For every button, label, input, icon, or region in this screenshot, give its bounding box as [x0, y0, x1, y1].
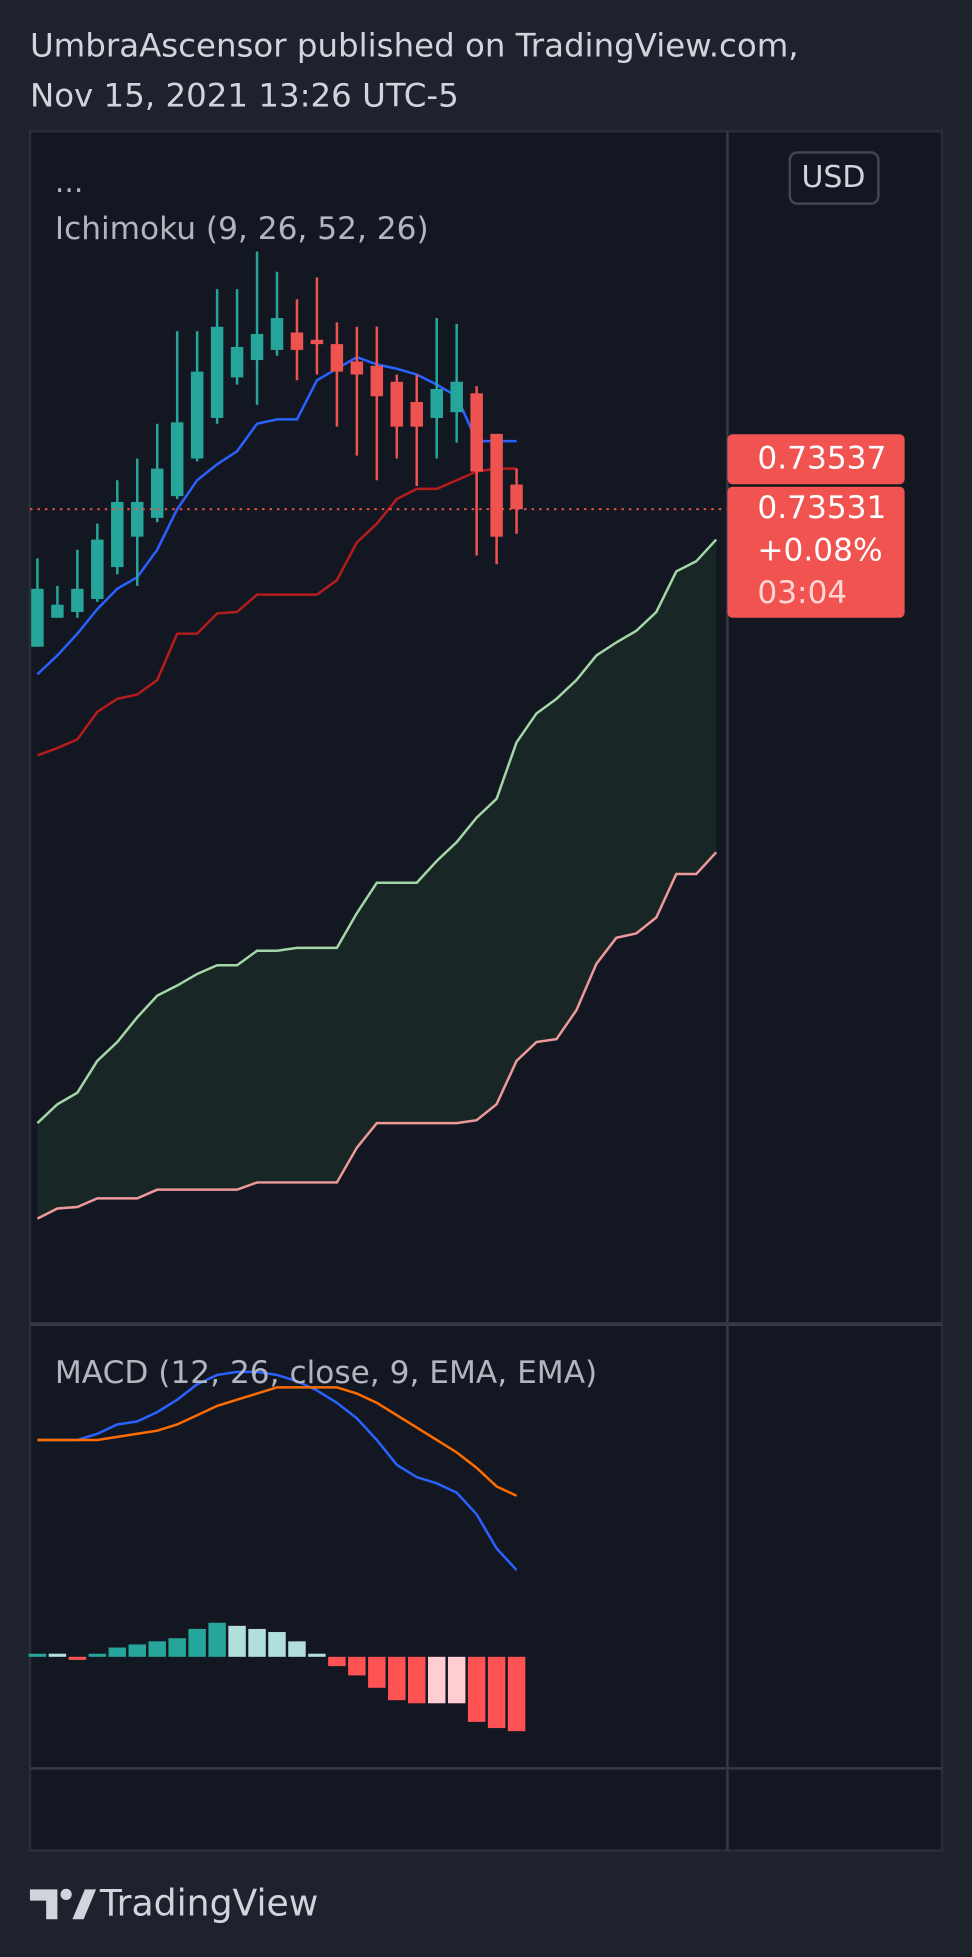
histogram-bar: [427, 1656, 446, 1704]
candle-body: [170, 422, 184, 497]
candle-body: [330, 344, 344, 372]
price-label: 0.73531: [757, 490, 886, 526]
candle-body: [450, 381, 463, 413]
candle-body: [51, 604, 64, 618]
ichimoku-line: [36, 851, 718, 1220]
candle-body: [490, 433, 503, 537]
candle-body: [390, 381, 404, 427]
histogram-bar: [507, 1656, 526, 1732]
currency-label[interactable]: USD: [802, 160, 866, 195]
histogram-bar: [328, 1656, 346, 1667]
symbol-legend: ...: [55, 165, 84, 200]
histogram-bar: [348, 1656, 366, 1676]
macd-line: [37, 1370, 518, 1571]
histogram-bar: [68, 1656, 87, 1660]
ichimoku-line: [36, 538, 718, 1124]
histogram-bar: [228, 1625, 246, 1657]
histogram-bar: [388, 1656, 406, 1701]
candle-body: [71, 588, 84, 612]
candle-body: [410, 402, 423, 427]
histogram-bar: [447, 1656, 466, 1704]
countdown: 03:04: [757, 575, 847, 611]
candle-body: [111, 501, 124, 568]
histogram-bar: [268, 1632, 286, 1657]
candle-body: [210, 326, 224, 418]
marker-label: 0.73537: [757, 440, 886, 476]
indicator-legend: MACD (12, 26, close, 9, EMA, EMA): [55, 1355, 597, 1391]
histogram-bar: [28, 1653, 47, 1657]
tradingview-logo: [29, 1888, 97, 1920]
logo-mark: [29, 1889, 58, 1920]
histogram-bar: [368, 1656, 386, 1688]
histogram-bar: [467, 1656, 486, 1722]
histogram-bar: [208, 1622, 226, 1657]
candle-body: [190, 371, 204, 459]
candle-body: [370, 365, 384, 397]
macd-line: [37, 1386, 518, 1497]
chart-frame: [28, 130, 944, 1852]
logo-mark: [60, 1888, 72, 1900]
histogram-bar: [308, 1653, 326, 1657]
logo-mark: [72, 1889, 97, 1920]
candle-body: [310, 339, 324, 345]
histogram-bar: [88, 1653, 107, 1657]
candle-body: [510, 484, 523, 510]
candle-body: [430, 388, 443, 418]
brand: TradingView: [99, 1882, 319, 1925]
currency-button[interactable]: [788, 151, 880, 205]
histogram-bar: [168, 1638, 186, 1657]
histogram-bar: [108, 1647, 127, 1657]
candle-body: [470, 393, 483, 472]
axes: 0.73537 0.73531 +0.08% 03:04: [727, 434, 905, 618]
histogram-bar: [148, 1641, 166, 1657]
price-label-box: [727, 486, 905, 618]
histogram-bar: [248, 1628, 266, 1657]
candle-body: [91, 539, 104, 599]
histogram-bar: [188, 1628, 206, 1657]
indicator-legend: Ichimoku (9, 26, 52, 26): [55, 211, 429, 247]
candle-body: [250, 333, 264, 361]
histogram-bar: [128, 1644, 146, 1657]
header-line: UmbraAscensor published on TradingView.c…: [30, 27, 799, 65]
candle-body: [290, 332, 304, 350]
candle-body: [270, 318, 284, 350]
histogram-bar: [48, 1653, 67, 1657]
header-line: Nov 15, 2021 13:26 UTC-5: [30, 77, 459, 115]
candle-body: [350, 361, 364, 375]
candle-body: [31, 588, 44, 647]
candle-body: [150, 468, 164, 518]
histogram-bar: [487, 1656, 506, 1729]
histogram-bar: [408, 1656, 426, 1704]
ichimoku-cloud: [37, 539, 717, 1219]
candle-body: [131, 501, 144, 537]
ichimoku-line: [37, 467, 517, 757]
marker-label-box: [727, 434, 905, 485]
plot: [28, 251, 728, 1732]
price-change: +0.08%: [757, 533, 882, 569]
histogram-bar: [288, 1641, 306, 1657]
candle-body: [230, 347, 244, 378]
